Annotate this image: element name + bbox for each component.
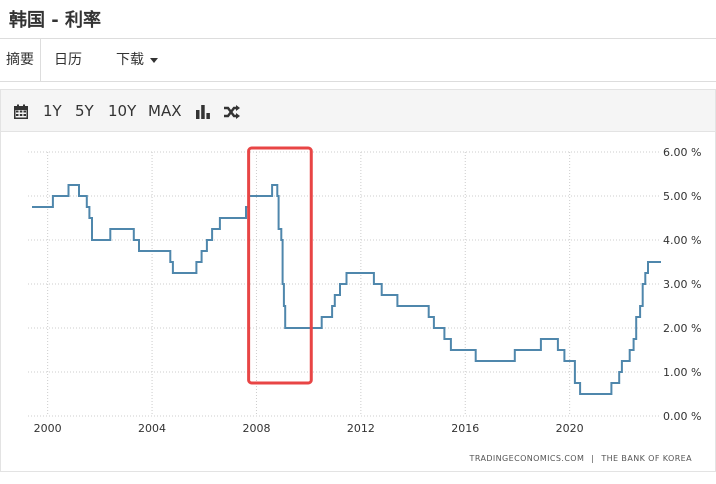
y-tick-label: 4.00 % (663, 234, 701, 247)
series-line (32, 184, 661, 395)
y-tick-label: 2.00 % (663, 322, 701, 335)
credit-source: TRADINGECONOMICS.COM (469, 454, 585, 463)
x-tick-label: 2016 (451, 422, 479, 435)
range-max-button[interactable]: MAX (148, 102, 182, 120)
shuffle-icon[interactable] (223, 104, 241, 120)
tab-summary[interactable]: 摘要 (0, 39, 41, 81)
calendar-icon[interactable] (13, 104, 29, 120)
x-axis-ticks: 2000 2004 2008 2012 2016 2020 (34, 422, 584, 435)
range-10y-button[interactable]: 10Y (108, 102, 137, 120)
credit-separator: | (591, 454, 594, 463)
y-tick-label: 0.00 % (663, 410, 701, 423)
page-title: 韩国 - 利率 (9, 10, 102, 31)
y-tick-label: 6.00 % (663, 146, 701, 159)
range-5y-button[interactable]: 5Y (75, 102, 94, 120)
x-tick-label: 2020 (556, 422, 584, 435)
tab-download[interactable]: 下载 (116, 39, 158, 81)
chart-toolbar: 1Y 5Y 10Y MAX (0, 89, 716, 132)
y-tick-label: 5.00 % (663, 190, 701, 203)
y-axis-ticks: 0.00 % 1.00 % 2.00 % 3.00 % 4.00 % 5.00 % 6.00… (663, 146, 701, 423)
x-tick-label: 2000 (34, 422, 62, 435)
highlight-box (247, 146, 313, 385)
interest-rate-chart[interactable]: 0.00 % 1.00 % 2.00 % 3.00 % 4.00 % 5.00 % 6.00… (1, 132, 715, 470)
tab-calendar[interactable]: 日历 (54, 52, 82, 68)
x-tick-label: 2008 (242, 422, 270, 435)
source-credit: TRADINGECONOMICS.COM | THE BANK OF KOREA (469, 454, 693, 463)
tab-download-label: 下载 (116, 52, 144, 68)
bar-chart-icon[interactable] (195, 104, 211, 120)
x-tick-label: 2004 (138, 422, 166, 435)
y-tick-label: 3.00 % (663, 278, 701, 291)
credit-publisher: THE BANK OF KOREA (600, 454, 692, 463)
caret-down-icon (150, 57, 158, 63)
tab-bar: 摘要 日历 下载 (0, 38, 716, 82)
x-tick-label: 2012 (347, 422, 375, 435)
y-tick-label: 1.00 % (663, 366, 701, 379)
range-1y-button[interactable]: 1Y (43, 102, 62, 120)
chart-panel: 0.00 % 1.00 % 2.00 % 3.00 % 4.00 % 5.00 % 6.00… (0, 132, 716, 472)
